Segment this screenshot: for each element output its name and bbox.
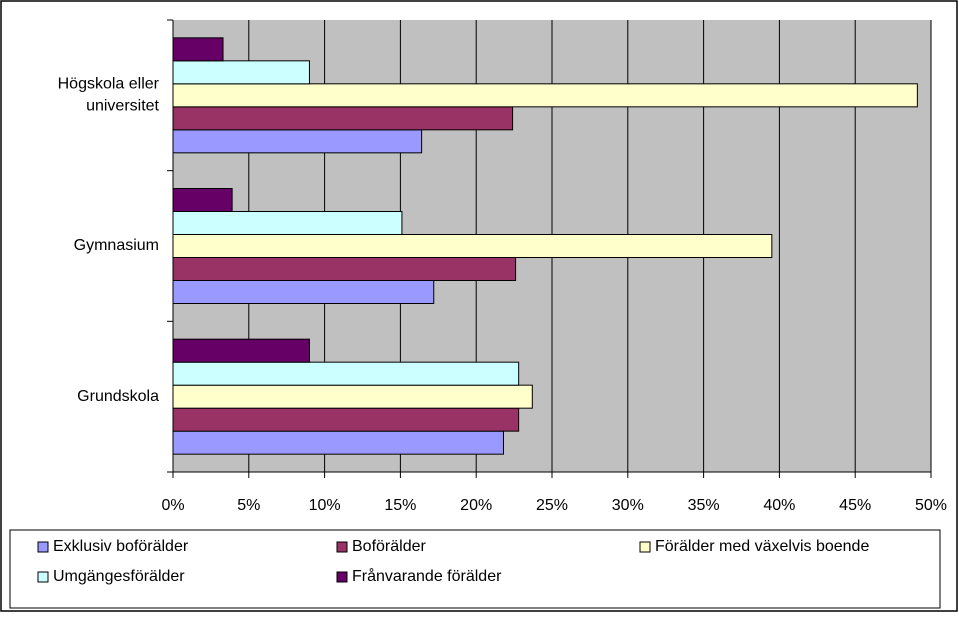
bar: [172, 430, 504, 455]
x-tick-label: 10%: [309, 497, 341, 514]
bar: [172, 338, 310, 363]
legend-swatch: [336, 541, 348, 553]
legend-box: [9, 529, 941, 609]
x-tick-label: 25%: [536, 497, 568, 514]
legend-swatch: [37, 541, 49, 553]
legend-swatch: [336, 571, 348, 583]
bar: [172, 211, 403, 235]
legend-label: Boförälder: [352, 538, 426, 555]
bar: [172, 188, 233, 212]
bar: [172, 83, 918, 108]
bar: [172, 106, 514, 131]
x-tick-label: 50%: [915, 497, 947, 514]
x-tick-label: 35%: [688, 497, 720, 514]
x-tick-label: 45%: [839, 497, 871, 514]
bar: [172, 129, 423, 154]
y-tick-label: Högskola eller universitet: [58, 76, 160, 115]
bar: [172, 234, 773, 258]
legend-label: Exklusiv boförälder: [53, 538, 189, 555]
x-tick-label: 40%: [763, 497, 795, 514]
bar: [172, 407, 520, 432]
x-tick-label: 5%: [237, 497, 260, 514]
bar: [172, 60, 310, 85]
x-tick-label: 15%: [384, 497, 416, 514]
legend-label: Förälder med växelvis boende: [655, 538, 869, 555]
legend-swatch: [639, 541, 651, 553]
bar: [172, 257, 517, 281]
legend-label: Frånvarande förälder: [352, 567, 502, 585]
x-tick-label: 30%: [612, 497, 644, 514]
y-tick-label: Gymnasium: [74, 237, 159, 254]
bar: [172, 361, 520, 386]
legend-swatch: [37, 571, 49, 583]
x-tick-label: 0%: [161, 497, 184, 514]
bar: [172, 280, 435, 304]
x-tick-label: 20%: [460, 497, 492, 514]
y-tick-label: Grundskola: [77, 388, 159, 405]
bar: [172, 384, 533, 409]
legend-label: Umgängesförälder: [53, 568, 185, 585]
bar: [172, 37, 224, 62]
